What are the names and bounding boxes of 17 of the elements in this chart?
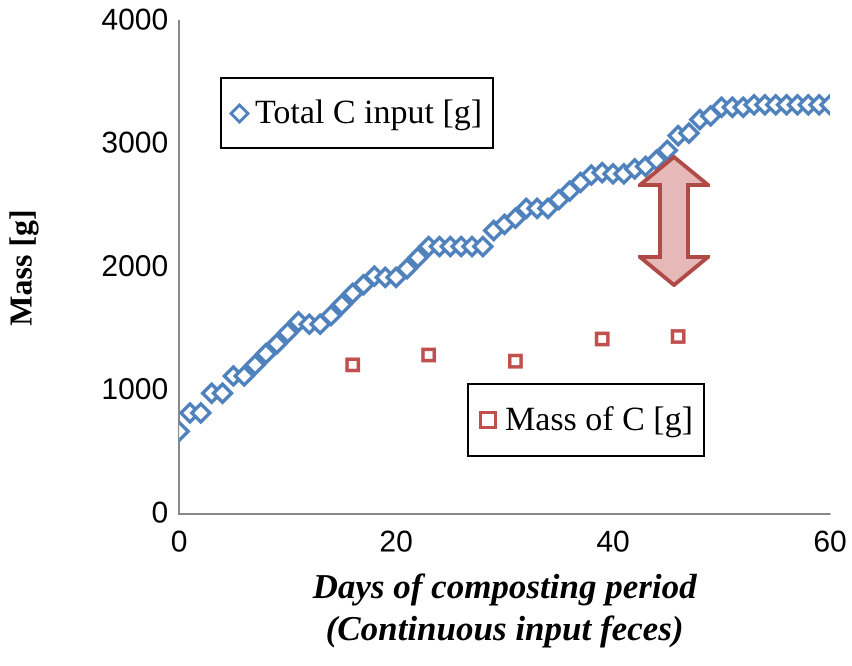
y-tick-label: 2000 — [101, 250, 168, 283]
x-axis-title: Days of composting period (Continuous input feces) — [312, 567, 698, 648]
x-tick-label: 40 — [596, 525, 630, 558]
x-tick-label: 60 — [813, 525, 847, 558]
y-tick-label: 3000 — [101, 126, 168, 160]
y-tick-label: 1000 — [101, 373, 168, 406]
point — [508, 354, 523, 369]
point — [345, 357, 360, 372]
point — [594, 332, 610, 346]
y-tick-label: 4000 — [101, 3, 168, 36]
point — [421, 348, 436, 362]
point — [670, 329, 686, 344]
y-axis-title: Mass [g] — [2, 209, 40, 326]
x-tick-label: 20 — [379, 525, 413, 558]
y-tick-label: 0 — [151, 496, 168, 530]
legend-label: Total C input [g] — [220, 77, 494, 149]
legend-label: Mass of C [g] — [467, 383, 705, 457]
